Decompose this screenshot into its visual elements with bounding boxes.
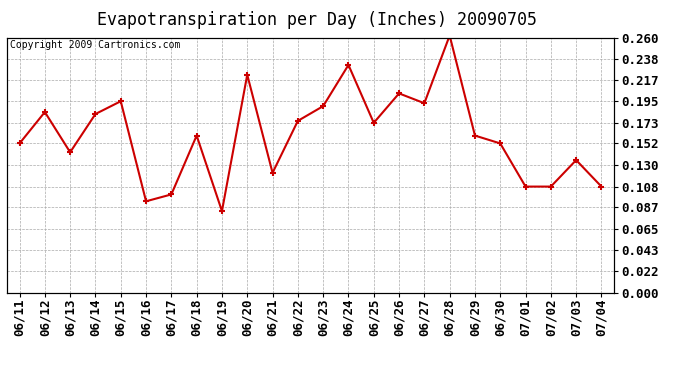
Text: Copyright 2009 Cartronics.com: Copyright 2009 Cartronics.com — [10, 40, 180, 50]
Text: Evapotranspiration per Day (Inches) 20090705: Evapotranspiration per Day (Inches) 2009… — [97, 11, 538, 29]
